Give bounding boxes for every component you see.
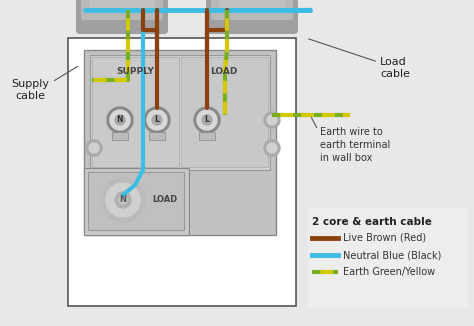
FancyBboxPatch shape [76,0,168,34]
Circle shape [115,115,125,125]
Text: N: N [117,115,123,125]
Circle shape [144,107,170,133]
Circle shape [264,140,280,156]
Circle shape [267,115,277,125]
Bar [84,50,276,235]
Text: Neutral Blue (Black): Neutral Blue (Black) [343,250,441,260]
Circle shape [264,112,280,128]
Text: Earth Green/Yellow: Earth Green/Yellow [343,267,435,277]
FancyBboxPatch shape [81,0,163,20]
Bar [68,38,296,306]
Circle shape [119,196,127,204]
FancyBboxPatch shape [211,0,293,20]
FancyBboxPatch shape [206,0,298,34]
Text: Load
cable: Load cable [380,57,410,79]
Circle shape [152,115,162,125]
Bar [112,132,128,140]
Circle shape [106,183,140,217]
Bar [181,57,268,167]
Bar [149,132,165,140]
Text: L: L [155,115,159,125]
Text: L: L [205,115,210,125]
Bar [84,168,189,235]
Circle shape [147,110,167,130]
Circle shape [107,107,133,133]
FancyBboxPatch shape [89,0,155,13]
Circle shape [89,143,99,153]
Text: Live Brown (Red): Live Brown (Red) [343,233,426,243]
Bar [92,57,179,167]
Circle shape [101,178,145,222]
Bar [88,172,184,230]
Text: N: N [119,196,127,204]
Text: SUPPLY: SUPPLY [116,67,154,77]
Text: LOAD: LOAD [152,196,177,204]
Text: Earth wire to
earth terminal
in wall box: Earth wire to earth terminal in wall box [320,127,390,163]
Circle shape [267,143,277,153]
FancyBboxPatch shape [215,0,289,21]
Bar [308,208,468,308]
Circle shape [197,110,217,130]
Circle shape [110,110,130,130]
Circle shape [202,115,212,125]
Text: 2 core & earth cable: 2 core & earth cable [312,217,432,227]
Text: Supply
cable: Supply cable [11,79,49,101]
Bar [199,132,215,140]
Text: LOAD: LOAD [210,67,237,77]
Circle shape [86,140,102,156]
Circle shape [115,192,131,208]
FancyBboxPatch shape [85,0,159,21]
Circle shape [194,107,220,133]
FancyBboxPatch shape [219,0,285,13]
Bar [90,55,270,170]
